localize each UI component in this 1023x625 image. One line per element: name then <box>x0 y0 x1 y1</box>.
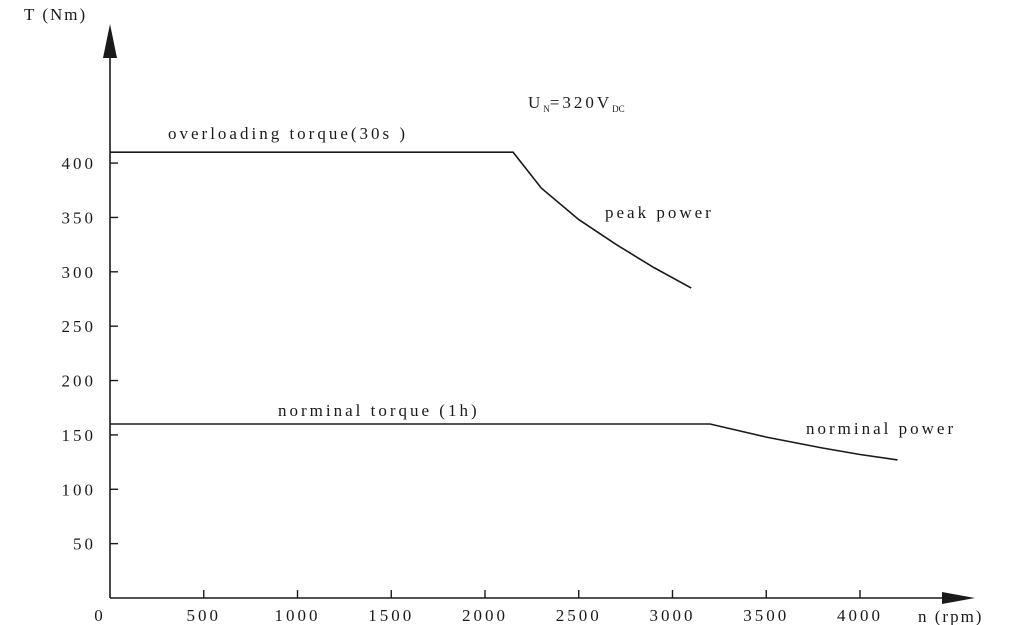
x-tick-label-500: 500 <box>187 606 222 625</box>
x-tick-label-0: 0 <box>94 606 106 625</box>
series-line-overloading-torque <box>110 151 692 289</box>
y-axis-title: T (Nm) <box>24 5 87 24</box>
y-tick-label-200: 200 <box>62 372 97 391</box>
y-tick-label-400: 400 <box>62 154 97 173</box>
nominal-torque-label: norminal torque (1h) <box>278 401 480 420</box>
series-layer <box>110 151 898 461</box>
voltage-value: =320V <box>550 93 612 112</box>
x-tick-label-2000: 2000 <box>462 606 508 625</box>
x-tick-label-3500: 3500 <box>743 606 789 625</box>
voltage-base-sub: N <box>543 104 550 114</box>
overloading-torque-label: overloading torque(30s ) <box>168 124 408 143</box>
axes <box>103 24 975 604</box>
voltage-value-sub: DC <box>612 104 625 114</box>
y-tick-label-100: 100 <box>62 480 97 499</box>
x-tick-label-3000: 3000 <box>650 606 696 625</box>
voltage-annotation: UN=320VDC <box>528 93 625 114</box>
y-tick-label-300: 300 <box>62 263 97 282</box>
y-tick-label-250: 250 <box>62 317 97 336</box>
nominal-power-label: norminal power <box>806 419 956 438</box>
y-axis-arrow <box>103 24 117 58</box>
y-ticks: 50 100 150 200 250 300 350 400 <box>62 154 118 554</box>
voltage-base: U <box>528 93 543 112</box>
y-tick-label-350: 350 <box>62 208 97 227</box>
y-tick-label-50: 50 <box>73 535 96 554</box>
x-ticks: 0 500 1000 1500 2000 2500 3000 3500 4000 <box>94 590 883 625</box>
x-tick-label-1000: 1000 <box>275 606 321 625</box>
y-tick-label-150: 150 <box>62 426 97 445</box>
peak-power-label: peak power <box>605 203 714 222</box>
x-tick-label-1500: 1500 <box>368 606 414 625</box>
x-axis-title: n (rpm) <box>918 607 983 625</box>
x-axis-arrow <box>942 592 975 604</box>
x-tick-label-2500: 2500 <box>556 606 602 625</box>
x-tick-label-4000: 4000 <box>837 606 883 625</box>
series-line-nominal-torque <box>110 423 898 461</box>
